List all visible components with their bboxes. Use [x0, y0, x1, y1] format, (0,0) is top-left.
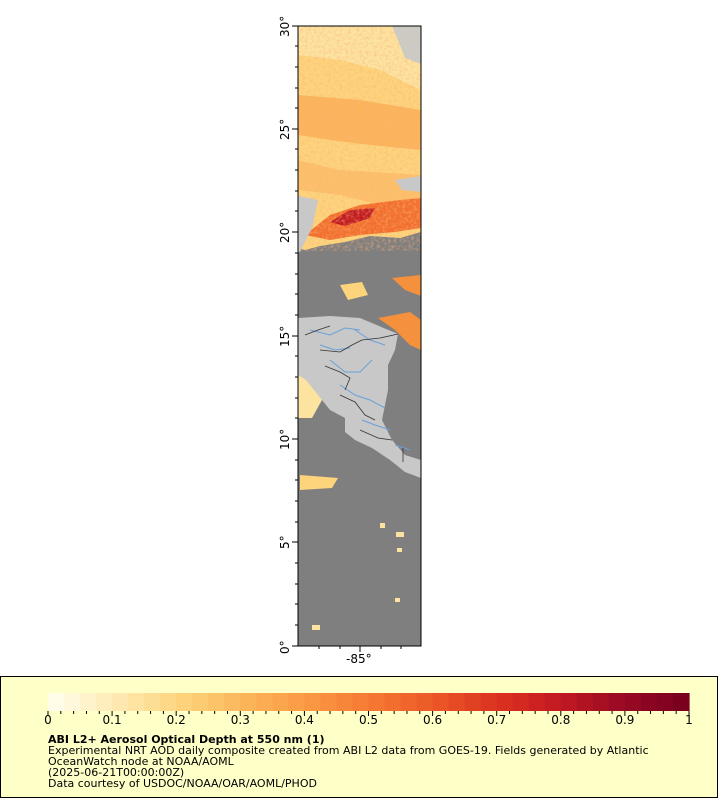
aerosol-texture — [298, 26, 421, 251]
land-north — [392, 26, 421, 64]
colorbar-segment — [336, 693, 354, 711]
aerosol-patch — [340, 282, 368, 300]
legend-time: (2025-06-21T00:00:00Z) — [48, 766, 185, 779]
colorbar-segment — [576, 693, 594, 711]
colorbar-tick-label: 1 — [685, 713, 693, 727]
colorbar-segment — [560, 693, 578, 711]
aerosol-patch — [396, 532, 404, 537]
colorbar-tick-label: 0.7 — [487, 713, 507, 727]
colorbar-segment — [464, 693, 482, 711]
colorbar-tick-label: 0.9 — [615, 713, 635, 727]
colorbar-segment — [80, 693, 97, 711]
lat-label-15: 15° — [278, 325, 292, 347]
colorbar-segment — [384, 693, 402, 711]
colorbar-segment — [176, 693, 193, 711]
longitude-ticks — [318, 646, 402, 652]
legend-description-line2: OceanWatch node at NOAA/AOML — [48, 755, 234, 768]
colorbar-segment — [352, 693, 370, 711]
colorbar-tick-label: 0.6 — [423, 713, 443, 727]
lat-label-5: 5° — [278, 535, 292, 549]
colorbar-segment — [64, 693, 81, 711]
lat-label-25: 25° — [278, 118, 292, 140]
legend-title: ABI L2+ Aerosol Optical Depth at 550 nm … — [48, 733, 325, 746]
land-yucatan — [298, 196, 318, 252]
colorbar-segment — [48, 693, 65, 711]
colorbar-segment — [160, 693, 177, 711]
lat-label-30: 30° — [278, 15, 292, 37]
colorbar-tick-label: 0.1 — [102, 713, 122, 727]
aerosol-patch — [395, 598, 400, 602]
aerosol-patch — [300, 475, 338, 490]
latitude-ticks — [292, 25, 298, 647]
colorbar-segment — [288, 693, 306, 711]
colorbar-segment — [272, 693, 289, 711]
colorbar-segment — [656, 693, 674, 711]
lat-label-20: 20° — [278, 221, 292, 243]
lon-label-85w: -85° — [346, 652, 372, 666]
aerosol-patch — [392, 275, 421, 296]
colorbar-segment — [432, 693, 450, 711]
colorbar-segment — [368, 693, 386, 711]
colorbar-segment — [208, 693, 225, 711]
colorbar-segment — [592, 693, 610, 711]
colorbar-segment — [480, 693, 498, 711]
aerosol-patch — [312, 625, 320, 630]
colorbar-segment — [224, 693, 241, 711]
rivers — [309, 327, 411, 451]
colorbar-segment — [192, 693, 209, 711]
legend-description-line1: Experimental NRT AOD daily composite cre… — [48, 744, 649, 757]
colorbar-tick-label: 0.5 — [358, 713, 379, 727]
colorbar-segment — [640, 693, 658, 711]
aerosol-patch — [397, 548, 402, 552]
legend-credit: Data courtesy of USDOC/NOAA/OAR/AOML/PHO… — [48, 777, 317, 790]
lat-label-0: 0° — [278, 640, 292, 654]
colorbar-segment — [320, 693, 338, 711]
lat-label-10: 10° — [278, 428, 292, 450]
colorbar-segment — [416, 693, 434, 711]
colorbar-segment — [608, 693, 626, 711]
colorbar-segment — [624, 693, 642, 711]
colorbar-segment — [256, 693, 273, 711]
colorbar-segment — [496, 693, 514, 711]
land-cuba — [395, 176, 421, 192]
colorbar-segment — [240, 693, 257, 711]
colorbar-segment — [672, 693, 690, 711]
colorbar-segment — [528, 693, 546, 711]
colorbar-segment — [96, 693, 113, 711]
colorbar-segment — [512, 693, 530, 711]
legend-panel: 0 0.1 0.2 0.3 0.4 0.5 0.6 0.7 0.8 0.9 1 ABI L2+ Ae… — [0, 676, 718, 798]
colorbar-segment — [304, 693, 322, 711]
colorbar-segment — [144, 693, 161, 711]
colorbar-segment — [128, 693, 145, 711]
colorbar-tick-label: 0.3 — [230, 713, 250, 727]
colorbar-segment — [448, 693, 466, 711]
map-figure: 0° 5° 10° 15° 20° 25° 30° -85° — [278, 15, 422, 666]
map-svg — [292, 25, 422, 652]
colorbar-tick-label: 0.2 — [166, 713, 186, 727]
aerosol-patch — [380, 523, 385, 528]
colorbar — [47, 693, 690, 716]
colorbar-segment — [112, 693, 129, 711]
country-borders — [304, 325, 404, 462]
aerosol-patch — [378, 312, 421, 350]
colorbar-tick-label: 0 — [44, 713, 52, 727]
colorbar-tick-label: 0.8 — [551, 713, 571, 727]
colorbar-segment — [544, 693, 562, 711]
colorbar-segment — [400, 693, 418, 711]
colorbar-tick-label: 0.4 — [294, 713, 314, 727]
